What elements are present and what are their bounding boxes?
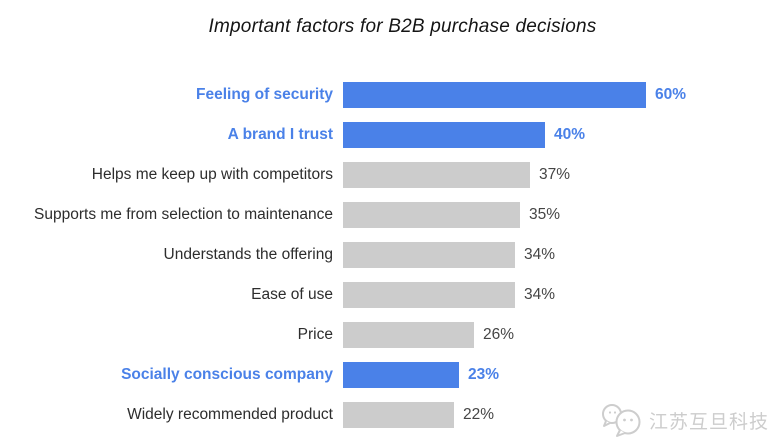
bar-row: Helps me keep up with competitors 37% [0,155,777,195]
bar [343,242,515,268]
value-label: 37% [539,166,571,183]
bar-row: Understands the offering 34% [0,235,777,275]
value-label: 34% [524,246,556,263]
chat-bubbles-icon [601,404,641,437]
bar [343,322,474,348]
value-label: 26% [483,326,515,343]
category-label: Supports me from selection to maintenanc… [34,206,333,223]
category-label: Ease of use [251,286,333,303]
watermark-text: 江苏互旦科技 [648,411,769,433]
bar [343,122,545,148]
bar [343,282,515,308]
bar-chart: Feeling of security 60% A brand I trust 40%… [0,75,777,435]
value-label: 60% [655,86,687,103]
category-label: Helps me keep up with competitors [91,166,333,183]
category-label: Understands the offering [163,246,333,263]
category-label: Socially conscious company [121,366,333,383]
chart-title: Important factors for B2B purchase decis… [208,16,597,37]
category-label: Price [297,326,333,343]
bar [343,82,646,108]
bar [343,202,520,228]
bar-row: A brand I trust 40% [0,115,777,155]
category-label: Widely recommended product [127,406,333,423]
value-label: 34% [524,286,556,303]
bar-row: Price 26% [0,315,777,355]
bar-row: Socially conscious company 23% [0,355,777,395]
bar-row: Feeling of security 60% [0,75,777,115]
category-label: Feeling of security [196,86,333,103]
value-label: 22% [463,406,495,423]
bar-row: Supports me from selection to maintenanc… [0,195,777,235]
bar-row: Ease of use 34% [0,275,777,315]
bar [343,402,454,428]
watermark: 江苏互旦科技 [599,400,769,440]
value-label: 40% [554,126,586,143]
bar [343,362,459,388]
bar [343,162,530,188]
value-label: 35% [529,206,561,223]
bar-row: Widely recommended product 22% [0,395,777,435]
value-label: 23% [468,366,500,383]
category-label: A brand I trust [227,126,333,143]
